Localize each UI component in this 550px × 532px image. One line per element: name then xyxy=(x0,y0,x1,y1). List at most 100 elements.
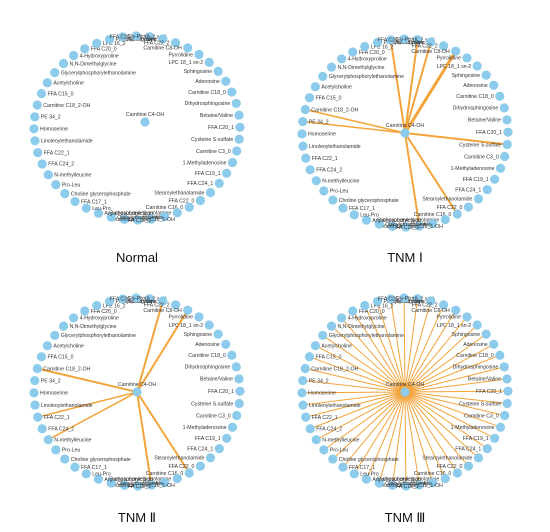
node-label: FFA C17_1 xyxy=(81,465,107,471)
node-label: Leu-Pro xyxy=(360,472,379,478)
node-leu-pro xyxy=(349,469,359,479)
panel-title: TNM Ⅲ xyxy=(385,510,426,525)
node-label: FFA C15_0 xyxy=(48,91,74,97)
node-pe-34-2 xyxy=(298,375,308,386)
node-oleoylethanolamide xyxy=(106,478,116,488)
node-gly-pro xyxy=(131,31,141,41)
node-ffa-c20-1 xyxy=(503,386,513,396)
node-label: O-phosphorylethanolamine xyxy=(377,476,439,482)
edge-carnitine-c18-2-oh xyxy=(36,367,138,393)
panel-title: TNM Ⅱ xyxy=(118,510,156,525)
edge-carnitine-c18-2-oh xyxy=(304,367,406,393)
edge-pe-34-2 xyxy=(302,380,406,393)
node-ffa-c24-2 xyxy=(37,424,47,434)
node-n-n-dimethylglycine xyxy=(326,62,337,72)
node-label: Leu-Pro xyxy=(360,213,379,219)
node-ffa-c24-0 xyxy=(118,294,128,304)
node-xanthine xyxy=(119,480,130,490)
node-label: FFA C24_1 xyxy=(455,446,481,452)
edge-homoserine xyxy=(301,391,406,394)
node-betaine-valine xyxy=(502,374,512,384)
node-label: Argininosuccinic acid xyxy=(104,211,153,217)
node-carnitine-c18-2-oh xyxy=(32,100,42,110)
node-label: Carnitine C18_0 xyxy=(456,94,494,100)
node-acetylcholine xyxy=(310,82,320,92)
node-carnitine-c3-0 xyxy=(232,410,242,421)
node-label: Carnitine C3_0 xyxy=(464,154,499,160)
node-carnitine-c3-0 xyxy=(232,146,242,156)
node-label: LPC 18_1 sn-2 xyxy=(437,64,472,70)
node-label: Carnitine C16_0 xyxy=(146,471,184,477)
node-label: FFA C19_1 xyxy=(195,171,221,177)
node-label: FFA C24_0 xyxy=(378,297,404,303)
node-pyrrolidine xyxy=(194,312,204,322)
node-1-methyladenosine xyxy=(227,422,238,432)
node-label: PE 34_2 xyxy=(309,378,329,384)
node-ffa-c22-1 xyxy=(301,412,311,422)
edge-argininosuccinic-acid xyxy=(365,391,406,480)
node-lpe-16-2 xyxy=(92,300,102,311)
node-label: FFA C19_1 xyxy=(463,436,489,442)
edge-n-methylleucine xyxy=(315,391,406,441)
node-label: Betaine/Valine xyxy=(200,113,233,119)
node-label: Pro-Leu xyxy=(330,189,349,195)
node-linoleoylethanolamide xyxy=(298,141,308,151)
node-ffa-c24-1 xyxy=(214,178,224,188)
node-label: O-phosphorylethanolamine xyxy=(377,217,439,223)
node-carnitine-c18-1-oh xyxy=(414,221,424,231)
node-lpe-16-2 xyxy=(92,38,102,48)
node-label: FFA C20_1 xyxy=(476,130,502,136)
node-label: Oleoylethanolamide xyxy=(385,222,431,228)
node-betaine-valine xyxy=(234,374,244,384)
node-label: FFA C20_1 xyxy=(476,389,502,395)
node-label: FFA C20_1 xyxy=(208,389,234,395)
node-lpc-18-2-sn-1 xyxy=(412,35,423,45)
node-label: FFA C22_0 xyxy=(168,464,194,470)
node-choline-glycerophosphate xyxy=(60,454,70,464)
node-o-phosphorylethanolamine xyxy=(172,208,182,218)
node-label: FFA C22_0 xyxy=(168,198,194,204)
node-pyrrolidine xyxy=(194,49,204,60)
node-label: Glycated valine xyxy=(389,299,425,305)
edge-adenosine xyxy=(404,343,495,393)
node-label: 1-Methyladenosine xyxy=(183,160,227,166)
edge-carnitine-c8-oh xyxy=(136,309,189,393)
node-label: Dihydrosphingosine xyxy=(453,106,499,112)
node-label: FFA C18_1 xyxy=(125,218,151,224)
node-stearoylethanolamide xyxy=(473,453,484,463)
node-label: LPC 18_2 sn-1 xyxy=(132,34,167,40)
node-label: Glycerylphosphorylethanolamine xyxy=(61,70,136,76)
node-ffa-c19-1 xyxy=(222,433,232,443)
node-label: Carnitine C18_2-OH xyxy=(43,366,90,372)
edge-acetylcholine xyxy=(314,345,406,393)
node-n-methylleucine xyxy=(311,176,321,186)
node-ffa-c22-2 xyxy=(170,300,181,310)
node-argininosuccinic-acid xyxy=(93,208,104,218)
node-label: Homoserine xyxy=(40,127,68,133)
node-label: Stearoylethanolamide xyxy=(154,456,204,462)
node-ffa-c20-1 xyxy=(235,386,245,396)
node-n-methylleucine xyxy=(311,435,321,445)
node-homoserine xyxy=(297,388,307,398)
node-label: FFA C20_0 xyxy=(359,50,385,56)
node-label: FFA C15_0 xyxy=(316,96,342,102)
node-carnitine-c3-0 xyxy=(500,151,510,162)
node-pro-leu xyxy=(319,445,329,455)
node-lpc-18-1-sn-2 xyxy=(204,320,214,330)
edge-phytosphingosine xyxy=(376,300,406,393)
node-label: LPC 18_2 sn-1 xyxy=(400,38,435,44)
node-label: FFA C15_0 xyxy=(316,355,342,361)
node-lpe-16-2 xyxy=(360,300,370,311)
node-4-hydroxyproline xyxy=(68,313,79,323)
node-ffa-c20-1 xyxy=(503,127,513,137)
node-xanthine xyxy=(387,480,398,490)
node-cysteine-s-sulfate xyxy=(234,134,244,144)
node-label: Linoleoylethanolamide xyxy=(41,139,93,145)
node-ffa-c17-1 xyxy=(338,203,348,213)
node-label: Xanthine xyxy=(382,483,403,489)
edge-stearoylethanolamide xyxy=(404,391,479,459)
node-ffa-c20-0 xyxy=(80,306,90,316)
node-label: PE 34_2 xyxy=(309,119,329,125)
node-ffa-c15-0 xyxy=(304,352,315,362)
